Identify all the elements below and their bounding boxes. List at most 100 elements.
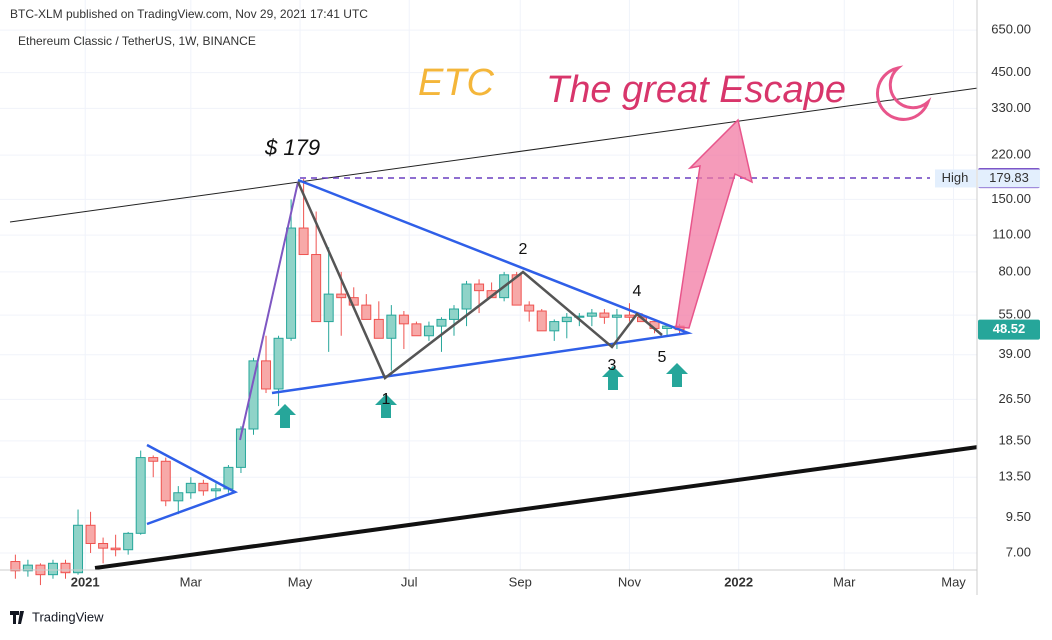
high-name: High <box>942 170 969 185</box>
candle-body <box>10 561 21 572</box>
candle-body <box>311 254 322 323</box>
candle-body <box>135 457 146 534</box>
triangle <box>271 178 693 395</box>
candle-body <box>261 360 272 390</box>
candle-body <box>235 428 246 468</box>
candle-body <box>148 457 159 462</box>
candle-body <box>336 293 347 299</box>
candle-body <box>210 488 221 492</box>
y-tick-label: 18.50 <box>998 432 1031 447</box>
up-arrow <box>274 404 296 428</box>
candle-body <box>160 460 171 502</box>
y-tick-label: 650.00 <box>991 22 1031 37</box>
x-tick-label: Nov <box>618 574 642 589</box>
candle-body <box>474 283 485 292</box>
grid <box>0 0 977 570</box>
candles <box>10 178 685 586</box>
candle-body <box>511 274 522 306</box>
axes: 7.009.5013.5018.5026.5039.0055.0080.0011… <box>71 22 1040 589</box>
wave-label: 2 <box>519 241 528 258</box>
moon <box>876 65 932 121</box>
escape-arrow <box>675 118 754 329</box>
price-axis-bg <box>977 0 1052 600</box>
candle-body <box>323 293 334 323</box>
channel-bottom <box>94 445 979 570</box>
x-tick-label: 2022 <box>724 574 753 589</box>
candle-body <box>298 227 309 256</box>
candle-body <box>198 482 209 492</box>
y-tick-label: 9.50 <box>1006 509 1031 524</box>
candle-body <box>461 283 472 310</box>
y-tick-label: 7.00 <box>1006 544 1031 559</box>
candle-body <box>123 532 134 551</box>
candle-body <box>85 524 96 544</box>
brand-logo <box>10 611 24 624</box>
y-tick-label: 150.00 <box>991 191 1031 206</box>
high-name-box <box>935 169 976 188</box>
candle-body <box>110 547 121 551</box>
channel-top <box>9 87 979 223</box>
wave-lines <box>296 181 663 380</box>
candle-body <box>449 308 460 320</box>
up-arrow <box>375 394 397 418</box>
y-tick-label: 450.00 <box>991 64 1031 79</box>
up-arrows <box>274 363 688 428</box>
last-price-label: 48.52 <box>993 321 1026 336</box>
drawings <box>9 65 979 570</box>
x-tick-label: May <box>288 574 313 589</box>
headline: The great Escape <box>546 69 846 111</box>
x-tick-label: Mar <box>180 574 203 589</box>
symbol-note: ETC <box>418 62 495 104</box>
candle-body <box>524 304 535 312</box>
candle-body <box>286 227 297 339</box>
y-tick-label: 39.00 <box>998 346 1031 361</box>
high-badge-label: 179.83 <box>989 170 1029 185</box>
last-price-badge <box>978 319 1040 340</box>
y-tick-label: 220.00 <box>991 147 1031 162</box>
candle-body <box>60 562 71 574</box>
candle-body <box>599 312 610 318</box>
y-tick-label: 80.00 <box>998 263 1031 278</box>
x-tick-label: Jul <box>401 574 418 589</box>
x-tick-label: May <box>941 574 966 589</box>
x-tick-label: 2021 <box>71 574 100 589</box>
candle-body <box>22 564 33 572</box>
impulse-line <box>239 181 299 441</box>
publisher: BTC-XLM published on TradingView.com, No… <box>10 7 368 21</box>
high-badge <box>978 169 1040 188</box>
candle-body <box>624 314 635 318</box>
candle-body <box>373 318 384 339</box>
candle-body <box>98 542 109 549</box>
candle-body <box>398 314 409 325</box>
candle-body <box>386 314 397 339</box>
candle-body <box>273 337 284 390</box>
x-tick-label: Sep <box>509 574 532 589</box>
candle-body <box>549 321 560 332</box>
wave-label: 3 <box>608 357 617 374</box>
candle-body <box>248 360 259 430</box>
chart-title: Ethereum Classic / TetherUS, 1W, BINANCE <box>18 34 256 48</box>
candle-body <box>73 524 84 574</box>
x-tick-label: Mar <box>833 574 856 589</box>
candle-body <box>536 310 547 332</box>
candle-body <box>185 482 196 494</box>
y-tick-label: 55.00 <box>998 307 1031 322</box>
wave-label: 1 <box>382 391 391 408</box>
y-tick-label: 13.50 <box>998 469 1031 484</box>
up-arrow <box>666 363 688 387</box>
y-tick-label: 110.00 <box>992 227 1031 242</box>
wave-label: 5 <box>658 349 667 366</box>
brand: TradingView <box>10 609 104 624</box>
small-triangle <box>146 443 239 526</box>
y-tick-label: 330.00 <box>991 100 1031 115</box>
candle-body <box>436 318 447 327</box>
candle-body <box>173 492 184 502</box>
candle-body <box>423 325 434 337</box>
candle-body <box>361 304 372 320</box>
candle-body <box>411 323 422 337</box>
y-tick-label: 26.50 <box>998 391 1031 406</box>
peak-note: $ 179 <box>264 135 320 160</box>
candle-body <box>47 562 58 576</box>
candle-body <box>586 312 597 317</box>
